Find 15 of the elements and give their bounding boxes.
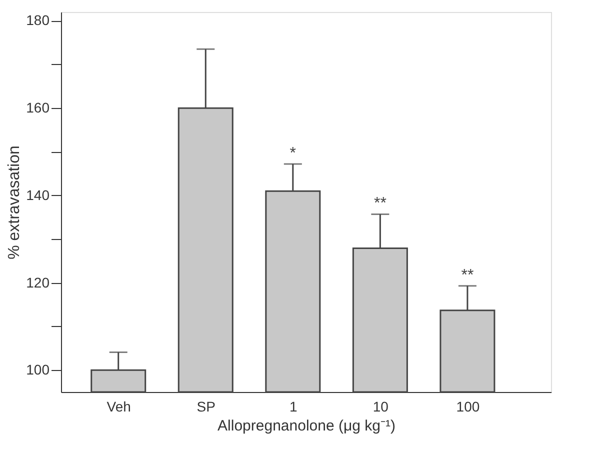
y-tick-label: 100 [26, 362, 50, 378]
y-tick-label: 180 [26, 12, 50, 28]
annotation: * [290, 145, 296, 162]
y-tick-label: 140 [26, 186, 50, 203]
y-tick-label: 160 [26, 100, 50, 116]
y-axis-title: % extravasation [6, 146, 24, 260]
x-tick-label: 1 [290, 398, 298, 414]
x-tick-label: 100 [456, 398, 480, 414]
x-tick-label: Veh [106, 398, 131, 414]
y-tick-label: 120 [26, 274, 50, 290]
annotation: ** [374, 195, 386, 212]
x-tick-label: SP [196, 398, 216, 414]
x-axis-title: Allopregnanolone (μg kg⁻¹) [218, 418, 396, 434]
x-tick-label: 10 [372, 398, 389, 414]
annotation: ** [461, 266, 474, 284]
